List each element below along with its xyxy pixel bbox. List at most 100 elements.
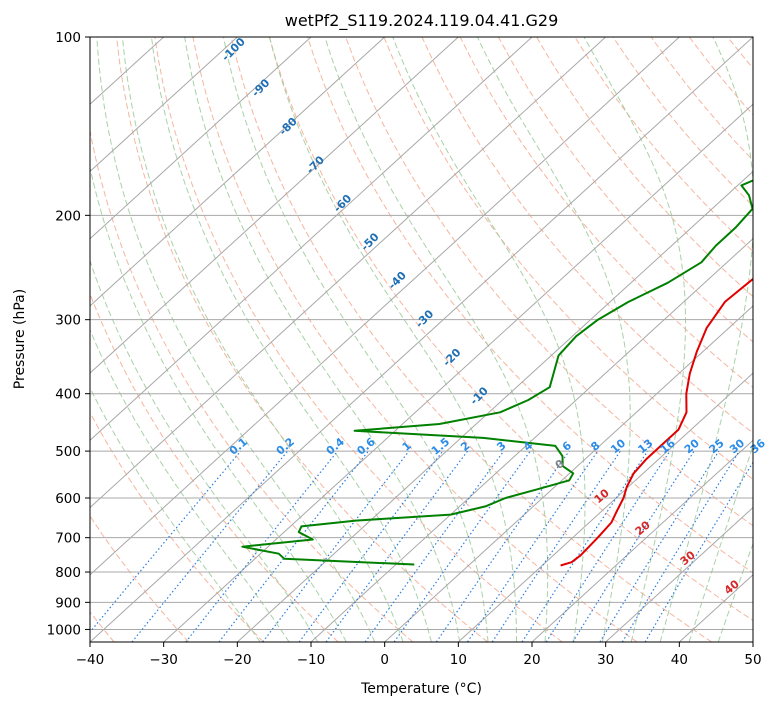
dry-adiabat — [497, 37, 753, 343]
moist-adiabat — [90, 386, 261, 642]
isotherm — [90, 37, 533, 442]
isotherm — [90, 37, 680, 576]
dry-adiabat — [766, 37, 775, 642]
line-label-layer: 0.1 0.2 0.4 0.6 1 1.5 2 3 4 6 8 10 13 16 20 25 30 36-100-… — [219, 35, 768, 597]
x-axis: −40 −30 −20 −10 0 10 20 30 40 50 — [76, 642, 762, 668]
dry-adiabat — [536, 37, 753, 298]
dry-adiabat-label: -80 — [277, 115, 300, 138]
series-layer — [241, 179, 753, 567]
x-tick-label: 20 — [523, 652, 540, 668]
isotherm — [752, 641, 753, 642]
moist-adiabat — [90, 165, 347, 642]
dry-adiabat — [383, 37, 753, 480]
moist-adiabat — [122, 37, 404, 642]
moist-adiabat — [583, 37, 686, 642]
y-tick-label: 100 — [55, 30, 81, 46]
dry-adiabat — [459, 37, 753, 389]
x-tick-label: 30 — [597, 652, 614, 668]
dry-adiabat-label: -20 — [440, 346, 463, 369]
isotherm — [90, 37, 312, 240]
mixing-ratio-line — [393, 450, 531, 642]
moist-adiabat — [476, 37, 631, 642]
mixing-ratio-line — [491, 450, 621, 642]
dry-adiabat — [727, 37, 753, 69]
y-tick-label: 700 — [55, 531, 81, 547]
mixing-ratio-line — [325, 450, 468, 642]
isotherm — [90, 37, 753, 642]
isotherm — [384, 305, 753, 642]
isotherm — [90, 37, 386, 307]
chart-title: wetPf2_S119.2024.119.04.41.G29 — [285, 11, 559, 31]
x-tick-label: −20 — [223, 652, 252, 668]
y-tick-label: 600 — [55, 491, 81, 507]
mixing-ratio-line — [466, 450, 599, 642]
dry-adiabat-label: -40 — [386, 269, 409, 292]
dewpoint-profile-line — [241, 179, 753, 566]
mixing-ratio-line — [185, 450, 339, 642]
moist-adiabat — [90, 328, 290, 642]
x-tick-label: 40 — [671, 652, 688, 668]
y-tick-label: 500 — [55, 444, 81, 460]
isotherm — [90, 37, 607, 509]
mixing-ratio-label: 10 — [608, 436, 628, 456]
dry-adiabat — [90, 411, 264, 642]
dry-adiabat-label: -90 — [249, 76, 272, 99]
x-tick-label: 10 — [450, 652, 467, 668]
moist-adiabat-label: 30 — [678, 548, 698, 568]
temperature-profile-line — [560, 277, 753, 567]
dry-adiabat — [90, 127, 414, 642]
moist-adiabat — [269, 37, 517, 642]
dry-adiabat-label: -30 — [413, 307, 436, 330]
moist-adiabat — [151, 37, 432, 642]
moist-adiabat-label: 40 — [722, 577, 742, 597]
dry-adiabat-label: -50 — [358, 230, 381, 253]
dry-adiabat — [116, 37, 488, 642]
mixing-ratio-label: 25 — [707, 437, 727, 457]
x-tick-label: −10 — [297, 652, 326, 668]
moist-adiabat — [659, 37, 753, 642]
mixing-ratio-line — [572, 450, 695, 642]
dry-adiabat — [268, 37, 753, 622]
dry-adiabat — [90, 515, 190, 642]
mixing-ratio-label: 30 — [727, 436, 747, 456]
x-tick-label: −30 — [149, 652, 178, 668]
mixing-ratio-label: 8 — [588, 439, 602, 454]
mixing-ratio-line — [621, 450, 740, 642]
dry-adiabat-label: -100 — [219, 35, 248, 64]
dry-adiabat — [307, 37, 753, 574]
mixing-ratio-line — [364, 450, 505, 642]
mixing-ratio-line — [521, 450, 649, 642]
moist-adiabat — [688, 444, 753, 642]
dry-adiabat — [650, 37, 753, 162]
isotherm — [90, 37, 238, 173]
y-tick-label: 900 — [55, 595, 81, 611]
mixing-ratio-line — [599, 450, 720, 642]
dry-adiabat — [192, 37, 638, 642]
mixing-ratio-line — [90, 450, 242, 633]
x-tick-label: −40 — [76, 652, 105, 668]
moist-adiabat-label: 20 — [633, 518, 653, 538]
moist-adiabat — [96, 37, 376, 642]
mixing-ratio-label: 2 — [458, 439, 472, 454]
mixing-ratio-line — [298, 450, 444, 642]
x-axis-label: Temperature (°C) — [360, 681, 482, 697]
mixing-ratio-line — [435, 450, 570, 642]
y-axis-label: Pressure (hPa) — [12, 289, 28, 389]
dry-adiabat — [574, 37, 753, 252]
isotherm — [531, 439, 753, 642]
y-tick-label: 400 — [55, 387, 81, 403]
mixing-ratio-line — [131, 450, 289, 642]
mixing-ratio-label: 1 — [400, 439, 414, 454]
mixing-ratio-line — [644, 461, 753, 642]
dry-adiabat — [154, 37, 563, 642]
moist-adiabat — [324, 37, 549, 642]
isotherm — [457, 372, 753, 642]
isotherm — [310, 237, 753, 642]
y-axis: 100 200 300 400 500 600 700 800 900 1000 — [47, 30, 90, 638]
y-tick-label: 800 — [55, 565, 81, 581]
moist-adiabat — [184, 37, 461, 642]
mixing-ratio-label: 0.6 — [354, 435, 378, 458]
mixing-ratio-line — [262, 450, 410, 642]
x-tick-label: 0 — [380, 652, 389, 668]
